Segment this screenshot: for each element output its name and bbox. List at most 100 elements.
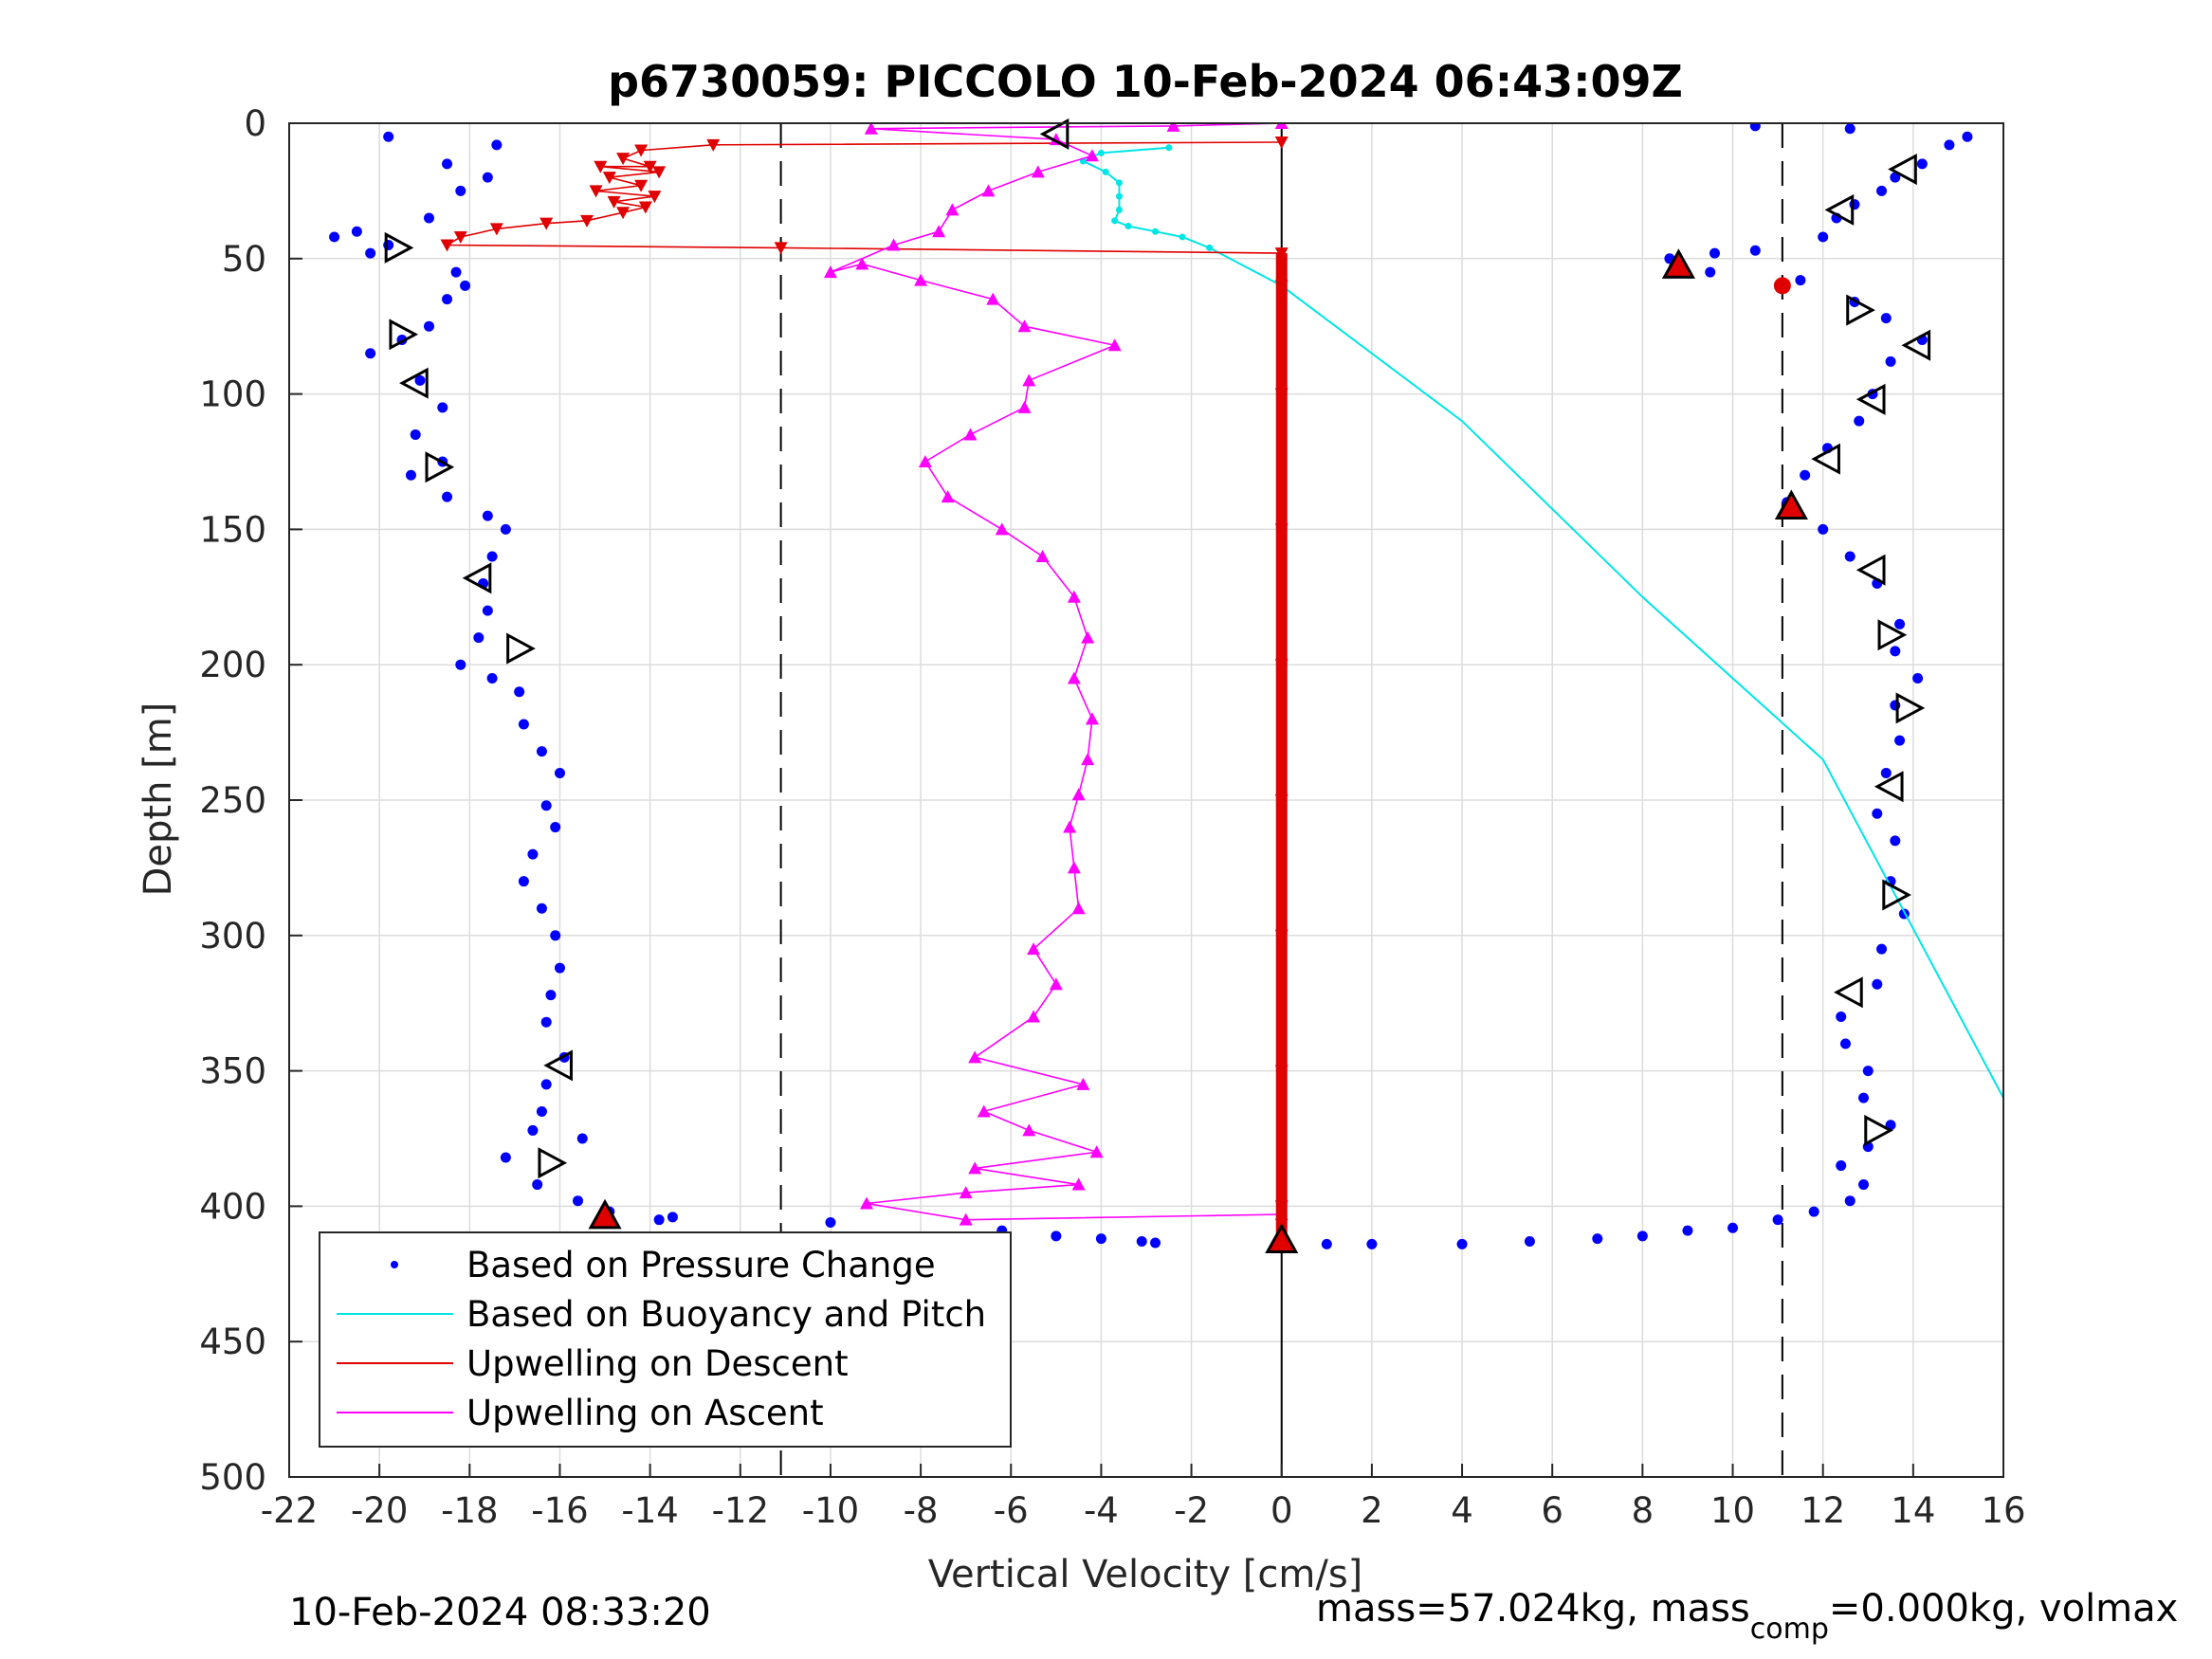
ascent-marker (1035, 549, 1050, 562)
y-tick-label: 200 (199, 645, 266, 685)
ascent-marker (941, 490, 955, 503)
chart-title: p6730059: PICCOLO 10-Feb-2024 06:43:09Z (608, 56, 1683, 107)
ascent-marker (1274, 123, 1289, 129)
legend-box (319, 1231, 1012, 1448)
open-triangle-marker (1895, 692, 1926, 724)
pressure-point (1795, 275, 1806, 286)
x-tick-label: 4 (1451, 1490, 1473, 1531)
pressure-point (1944, 139, 1955, 151)
x-tick-label: -20 (351, 1490, 408, 1531)
ascent-marker (1067, 671, 1081, 684)
pressure-point (1872, 978, 1883, 990)
pressure-point (1912, 672, 1924, 684)
pressure-point (1818, 231, 1829, 243)
pressure-point (1890, 172, 1901, 183)
ascent-marker (1071, 902, 1086, 915)
pressure-point (554, 962, 565, 974)
x-axis-label: Vertical Velocity [cm/s] (928, 1553, 1363, 1596)
open-triangle-marker (1824, 193, 1855, 226)
pressure-point (1836, 1011, 1847, 1022)
pressure-point (1836, 1160, 1847, 1172)
buoyancy-point (1115, 206, 1123, 213)
x-tick-label: -2 (1174, 1490, 1209, 1531)
ascent-marker (1067, 861, 1081, 874)
pressure-point (365, 247, 376, 259)
open-triangle-marker (1856, 383, 1886, 415)
pressure-point (527, 848, 539, 860)
ascent-marker (1166, 123, 1180, 132)
ascent-marker (1085, 712, 1099, 725)
pressure-point (1800, 469, 1811, 481)
pressure-point (1705, 266, 1716, 278)
buoyancy-point (1111, 217, 1119, 225)
y-tick-label: 250 (199, 780, 266, 821)
pressure-point (1894, 618, 1906, 629)
pressure-point (1962, 131, 1973, 142)
x-tick-label: 12 (1801, 1490, 1845, 1531)
x-tick-label: -18 (441, 1490, 498, 1531)
pressure-point (410, 428, 421, 440)
pressure-point (536, 902, 547, 914)
pressure-point (1880, 767, 1892, 778)
x-tick-label: -4 (1084, 1490, 1119, 1531)
ascent-marker (1063, 820, 1077, 833)
pressure-point (450, 266, 462, 278)
pressure-point (1524, 1236, 1535, 1248)
y-tick-label: 100 (199, 374, 266, 415)
pressure-point (1366, 1238, 1378, 1249)
x-tick-label: 8 (1632, 1490, 1654, 1531)
ascent-marker (932, 225, 946, 238)
ascent-marker (918, 455, 932, 467)
y-tick-label: 500 (199, 1457, 266, 1498)
open-triangle-marker (1846, 294, 1875, 326)
x-tick-label: 16 (1981, 1490, 2025, 1531)
pressure-point (1818, 523, 1829, 535)
pressure-point (1456, 1238, 1468, 1249)
descent-marker (489, 223, 503, 236)
open-triangle-marker (1877, 619, 1908, 651)
ascent-marker (1017, 400, 1032, 413)
pressure-point (365, 348, 376, 359)
footer-mass-prefix: mass=57.024kg, mass (1316, 1587, 1750, 1631)
ascent-marker (1017, 319, 1032, 333)
x-tick-label: 2 (1361, 1490, 1383, 1531)
pressure-point (1844, 551, 1856, 562)
pressure-point (653, 1214, 665, 1226)
filled-triangle-marker (1265, 1223, 1299, 1254)
pressure-point (405, 469, 416, 481)
descent-marker (589, 185, 603, 198)
buoyancy-point (1179, 233, 1186, 241)
y-tick-label: 400 (199, 1186, 266, 1227)
y-axis-label: Depth [m] (137, 702, 180, 897)
pressure-point (1749, 245, 1761, 256)
y-tick-label: 300 (199, 916, 266, 957)
pressure-point (536, 1105, 547, 1117)
ascent-marker (1027, 1010, 1041, 1023)
pressure-point (1844, 123, 1856, 135)
pressure-point (1592, 1233, 1603, 1245)
ascent-marker (914, 273, 928, 286)
pressure-point (442, 294, 453, 305)
pressure-point (667, 1212, 678, 1223)
descent-marker (616, 153, 631, 166)
ascent-marker (1071, 788, 1086, 801)
pressure-point (1876, 185, 1888, 196)
open-triangle-marker (506, 632, 536, 665)
footer-mass-suffix: =0.000kg, volmax (1829, 1587, 2178, 1631)
ascent-marker (995, 522, 1009, 536)
y-tick-label: 50 (222, 239, 266, 280)
ascent-marker (1081, 630, 1095, 644)
descent-marker (634, 144, 649, 157)
pressure-point (573, 1195, 584, 1207)
pressure-point (1858, 1179, 1870, 1191)
pressure-point (532, 1179, 543, 1191)
ascent-marker (968, 1050, 982, 1064)
pressure-point (825, 1217, 836, 1229)
open-triangle-marker (384, 231, 414, 264)
ascent-marker (1022, 374, 1036, 387)
pressure-point (1885, 356, 1896, 367)
pressure-point (1844, 1195, 1856, 1207)
pressure-point (1636, 1231, 1648, 1242)
pressure-point (437, 402, 448, 413)
open-triangle-marker (399, 367, 429, 399)
